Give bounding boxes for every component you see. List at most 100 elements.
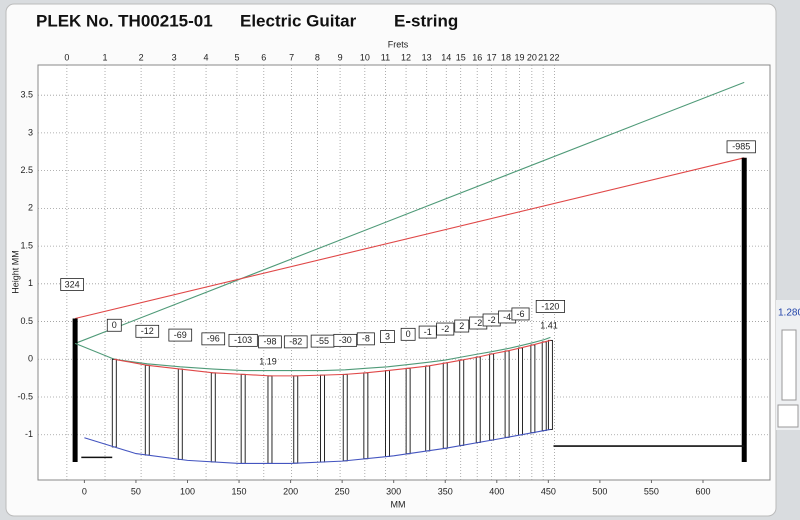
value-box [454,319,470,333]
fret-spike [320,374,326,463]
y-label: Height MM [10,250,20,294]
y-tick-label: 3 [28,127,33,137]
value-box [333,333,358,347]
series-line [81,445,745,459]
y-tick-label: 1.5 [20,240,33,250]
series-line [114,339,551,377]
y-tick-label: 2 [28,203,33,213]
fret-tick-label: 18 [501,52,511,62]
fret-spike [293,375,299,464]
fret-tick-label: 12 [401,52,411,62]
series-line [74,336,551,372]
value-box [168,328,193,342]
fret-spike [210,372,216,463]
string-name: E-string [394,11,458,30]
fret-tick-label: 13 [422,52,432,62]
fret-spike [177,368,183,460]
value-box [380,330,395,343]
value-label: 0 [406,329,411,339]
y-tick-label: 2.5 [20,165,33,175]
fret-tick-label: 5 [234,52,239,62]
slider[interactable] [781,329,797,401]
x-tick-label: 250 [335,486,350,496]
fret-spike [385,370,390,457]
y-tick-label: 3.5 [20,90,33,100]
fret-tick-label: 0 [64,52,69,62]
value-label: -55 [316,336,329,346]
fret-spike [547,339,553,430]
value-label: -6 [516,309,524,319]
fret-spike [144,364,150,456]
plek-no: PLEK No. TH00215-01 [36,11,213,30]
panel-value: 1.280 [778,308,800,319]
value-label: -98 [263,337,276,347]
series-line [84,428,551,464]
fret-spike [442,362,448,449]
fret-tick-label: 6 [261,52,266,62]
fret-spike [111,358,117,448]
value-box [106,318,122,332]
value-label: -69 [174,330,187,340]
fret-spike [342,373,348,462]
value-label: -96 [207,334,220,344]
fret-spike [518,347,523,436]
value-box [228,333,258,347]
fret-tick-label: 16 [472,52,482,62]
value-box [400,327,416,341]
x-tick-label: 0 [82,486,87,496]
fret-tick-label: 14 [441,52,451,62]
fret-spike [425,365,431,452]
value-label: -2 [488,315,496,325]
fret-tick-label: 9 [338,52,343,62]
value-label: -4 [503,312,511,322]
slider-button[interactable] [777,404,799,428]
fret-tick-label: 19 [514,52,524,62]
x-tick-label: 550 [644,486,659,496]
value-box [356,332,375,346]
x2-label: Frets [388,39,409,49]
y-tick-label: 0.5 [20,316,33,326]
plot-area [37,64,771,481]
x-tick-label: 500 [592,486,607,496]
value-label: -985 [732,142,750,152]
value-label: -30 [339,335,352,345]
annotation: 1.19 [259,356,277,366]
fret-tick-label: 7 [289,52,294,62]
fret-tick-label: 1 [103,52,108,62]
y-tick-label: 0 [28,354,33,364]
instrument: Electric Guitar [240,11,357,30]
fret-spike [541,341,547,432]
fret-tick-label: 8 [315,52,320,62]
series-line [74,81,745,344]
y-tick-label: -0.5 [17,391,33,401]
value-box [135,324,160,338]
fret-spike [405,367,411,455]
x-tick-label: 600 [695,486,710,496]
x-tick-label: 350 [438,486,453,496]
series-line [74,157,745,320]
fret-tick-label: 3 [172,52,177,62]
fret-tick-label: 21 [538,52,548,62]
value-box [511,307,530,321]
fret-spike [489,353,495,441]
value-box [436,322,455,336]
value-box [60,278,84,291]
x-tick-label: 300 [386,486,401,496]
x-tick-label: 100 [180,486,195,496]
fret-spike [459,359,465,446]
x-tick-label: 400 [489,486,504,496]
value-label: -12 [141,326,154,336]
value-label: -2 [441,324,449,334]
fret-tick-label: 11 [381,52,390,62]
side-panel: 1.280 [776,300,800,430]
annotation: 1.41 [540,320,558,330]
fret-spike [475,356,481,443]
value-box [726,140,756,154]
x-tick-label: 150 [232,486,247,496]
value-label: -120 [541,301,559,311]
fret-spike [530,344,536,434]
value-label: -103 [234,335,252,345]
fret-tick-label: 20 [527,52,537,62]
